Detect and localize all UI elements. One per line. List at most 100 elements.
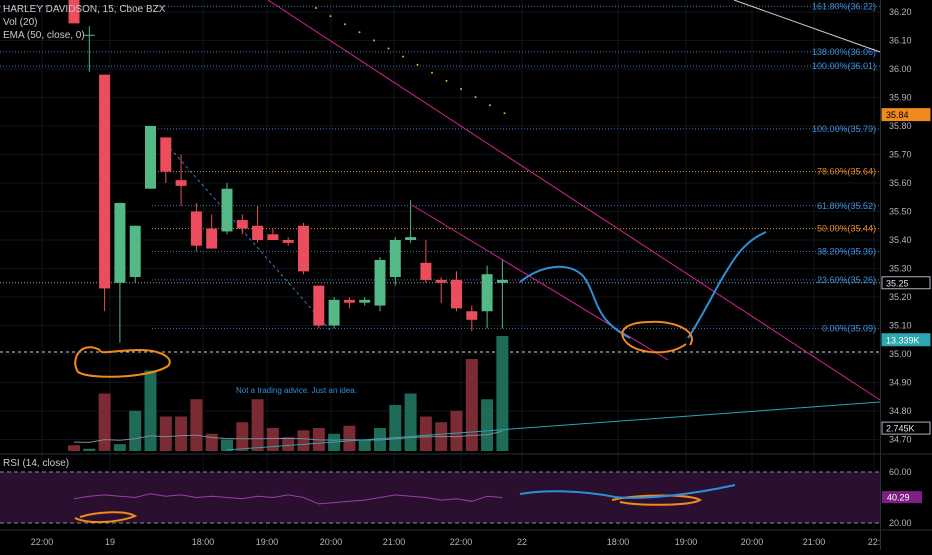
candle-body: [145, 126, 156, 189]
volume-bar: [404, 393, 417, 451]
candle-body: [83, 34, 95, 36]
ema-dot: [329, 15, 332, 18]
volume-bar: [159, 416, 172, 451]
fib-level-label: 138.00%(36.06): [812, 47, 876, 57]
fib-level-label: 0.00%(35.09): [822, 323, 876, 333]
channel-trend-line: [411, 204, 669, 361]
volume-indicator-label[interactable]: Vol (20): [3, 17, 38, 28]
time-tick-label: 20:00: [741, 537, 764, 547]
time-tick-label: 18:00: [607, 537, 630, 547]
candle-body: [420, 262, 432, 280]
fib-anchor-line: [169, 147, 331, 331]
candle-body: [129, 225, 141, 278]
time-tick-label: 21:00: [803, 537, 826, 547]
volume-bar: [68, 445, 80, 451]
price-tick-label: 35.90: [889, 93, 912, 103]
forecast-drawing-up: [687, 231, 767, 339]
time-tick-label: 21:00: [383, 537, 406, 547]
volume-bar: [190, 399, 203, 451]
time-tick-label: 22:00: [450, 537, 473, 547]
candle-body: [206, 228, 218, 249]
volume-bar: [144, 370, 157, 451]
price-tick-label: 34.90: [889, 378, 912, 388]
ema-dot: [315, 7, 317, 9]
price-tick-label: 34.80: [889, 406, 912, 416]
price-tick-label: 35.30: [889, 264, 912, 274]
price-tick-label: 35.00: [889, 349, 912, 359]
candle-body: [328, 299, 340, 326]
ema-dot: [402, 55, 404, 58]
volume-ma-line: [73, 430, 503, 443]
volume-bar: [343, 425, 356, 451]
fib-level-label: 61.80%(35.52): [817, 201, 876, 211]
support-circle-drawing: [74, 346, 171, 378]
candle-body: [282, 240, 294, 243]
fib-level-label: 161.80%(36.22): [812, 1, 876, 11]
rsi-circle-drawing-right: [611, 494, 702, 506]
price-badge: [881, 108, 931, 122]
fib-level-label: 100.00%(35.79): [812, 124, 876, 134]
ema-dot: [503, 112, 506, 115]
price-tick-label: 35.20: [889, 292, 912, 302]
rsi-band: [0, 472, 880, 523]
candle-body: [99, 74, 111, 289]
volume-bar: [251, 399, 264, 451]
time-tick-label: 19: [105, 537, 115, 547]
time-tick-label: 22:00: [31, 537, 54, 547]
candle-body: [114, 202, 126, 283]
volume-bar: [496, 336, 509, 451]
fib-level-label: 38.20%(35.36): [817, 246, 876, 256]
price-badge: [881, 276, 931, 290]
price-badge-label: 13.339K: [886, 335, 920, 345]
fib-level-label: 23.60%(35.26): [817, 275, 876, 285]
fib-level-label: 100.00%(36.01): [812, 61, 876, 71]
candle-body: [190, 211, 202, 246]
ema-dot: [344, 23, 346, 26]
price-tick-label: 35.10: [889, 321, 912, 331]
price-tick-label: 35.40: [889, 235, 912, 245]
time-tick-label: 19:00: [256, 537, 279, 547]
fib-level-label: 78.60%(35.64): [817, 167, 876, 177]
candle-body: [451, 279, 462, 309]
rsi-line: [73, 493, 503, 505]
price-tick-label: 35.70: [889, 150, 912, 160]
ema-dot: [416, 63, 419, 66]
volume-bar: [175, 416, 188, 451]
bottom-circle-drawing: [621, 320, 693, 354]
annotation-text: Not a trading advice. Just an idea.: [236, 386, 357, 395]
ema-dot: [460, 88, 462, 90]
ema-dot: [489, 104, 491, 107]
descending-trend-line: [267, 0, 881, 401]
rsi-indicator-label[interactable]: RSI (14, close): [3, 458, 70, 469]
volume-trend-line: [225, 401, 881, 451]
rsi-tick-label: 20.00: [889, 518, 912, 528]
candle-body: [175, 180, 187, 186]
price-tick-label: 35.60: [889, 178, 912, 188]
candle-body: [267, 234, 279, 240]
price-tick-label: 36.20: [889, 7, 912, 17]
rsi-forecast-drawing: [519, 484, 736, 499]
price-tick-label: 36.10: [889, 36, 912, 46]
volume-bar: [481, 399, 494, 451]
candle-body: [343, 299, 355, 303]
candle-body: [160, 137, 172, 172]
ema-indicator-label[interactable]: EMA (50, close, 0): [3, 30, 85, 41]
candle-body: [389, 240, 401, 278]
candle-body: [481, 274, 493, 312]
ema-dot: [358, 31, 361, 34]
ema-dot: [387, 47, 390, 50]
symbol-title[interactable]: HARLEY DAVIDSON, 15, Cboe BZX: [3, 4, 166, 15]
volume-bar: [450, 410, 463, 451]
forecast-drawing-down: [519, 265, 631, 339]
price-badge-label: 35.25: [886, 278, 909, 288]
volume-bar: [282, 437, 295, 451]
volume-bar: [98, 393, 111, 451]
ema-dot: [373, 39, 375, 42]
price-tick-label: 35.50: [889, 207, 912, 217]
volume-bar: [221, 439, 233, 451]
candle-body: [298, 225, 309, 272]
time-tick-label: 22: [517, 537, 527, 547]
price-badge: [881, 333, 931, 347]
